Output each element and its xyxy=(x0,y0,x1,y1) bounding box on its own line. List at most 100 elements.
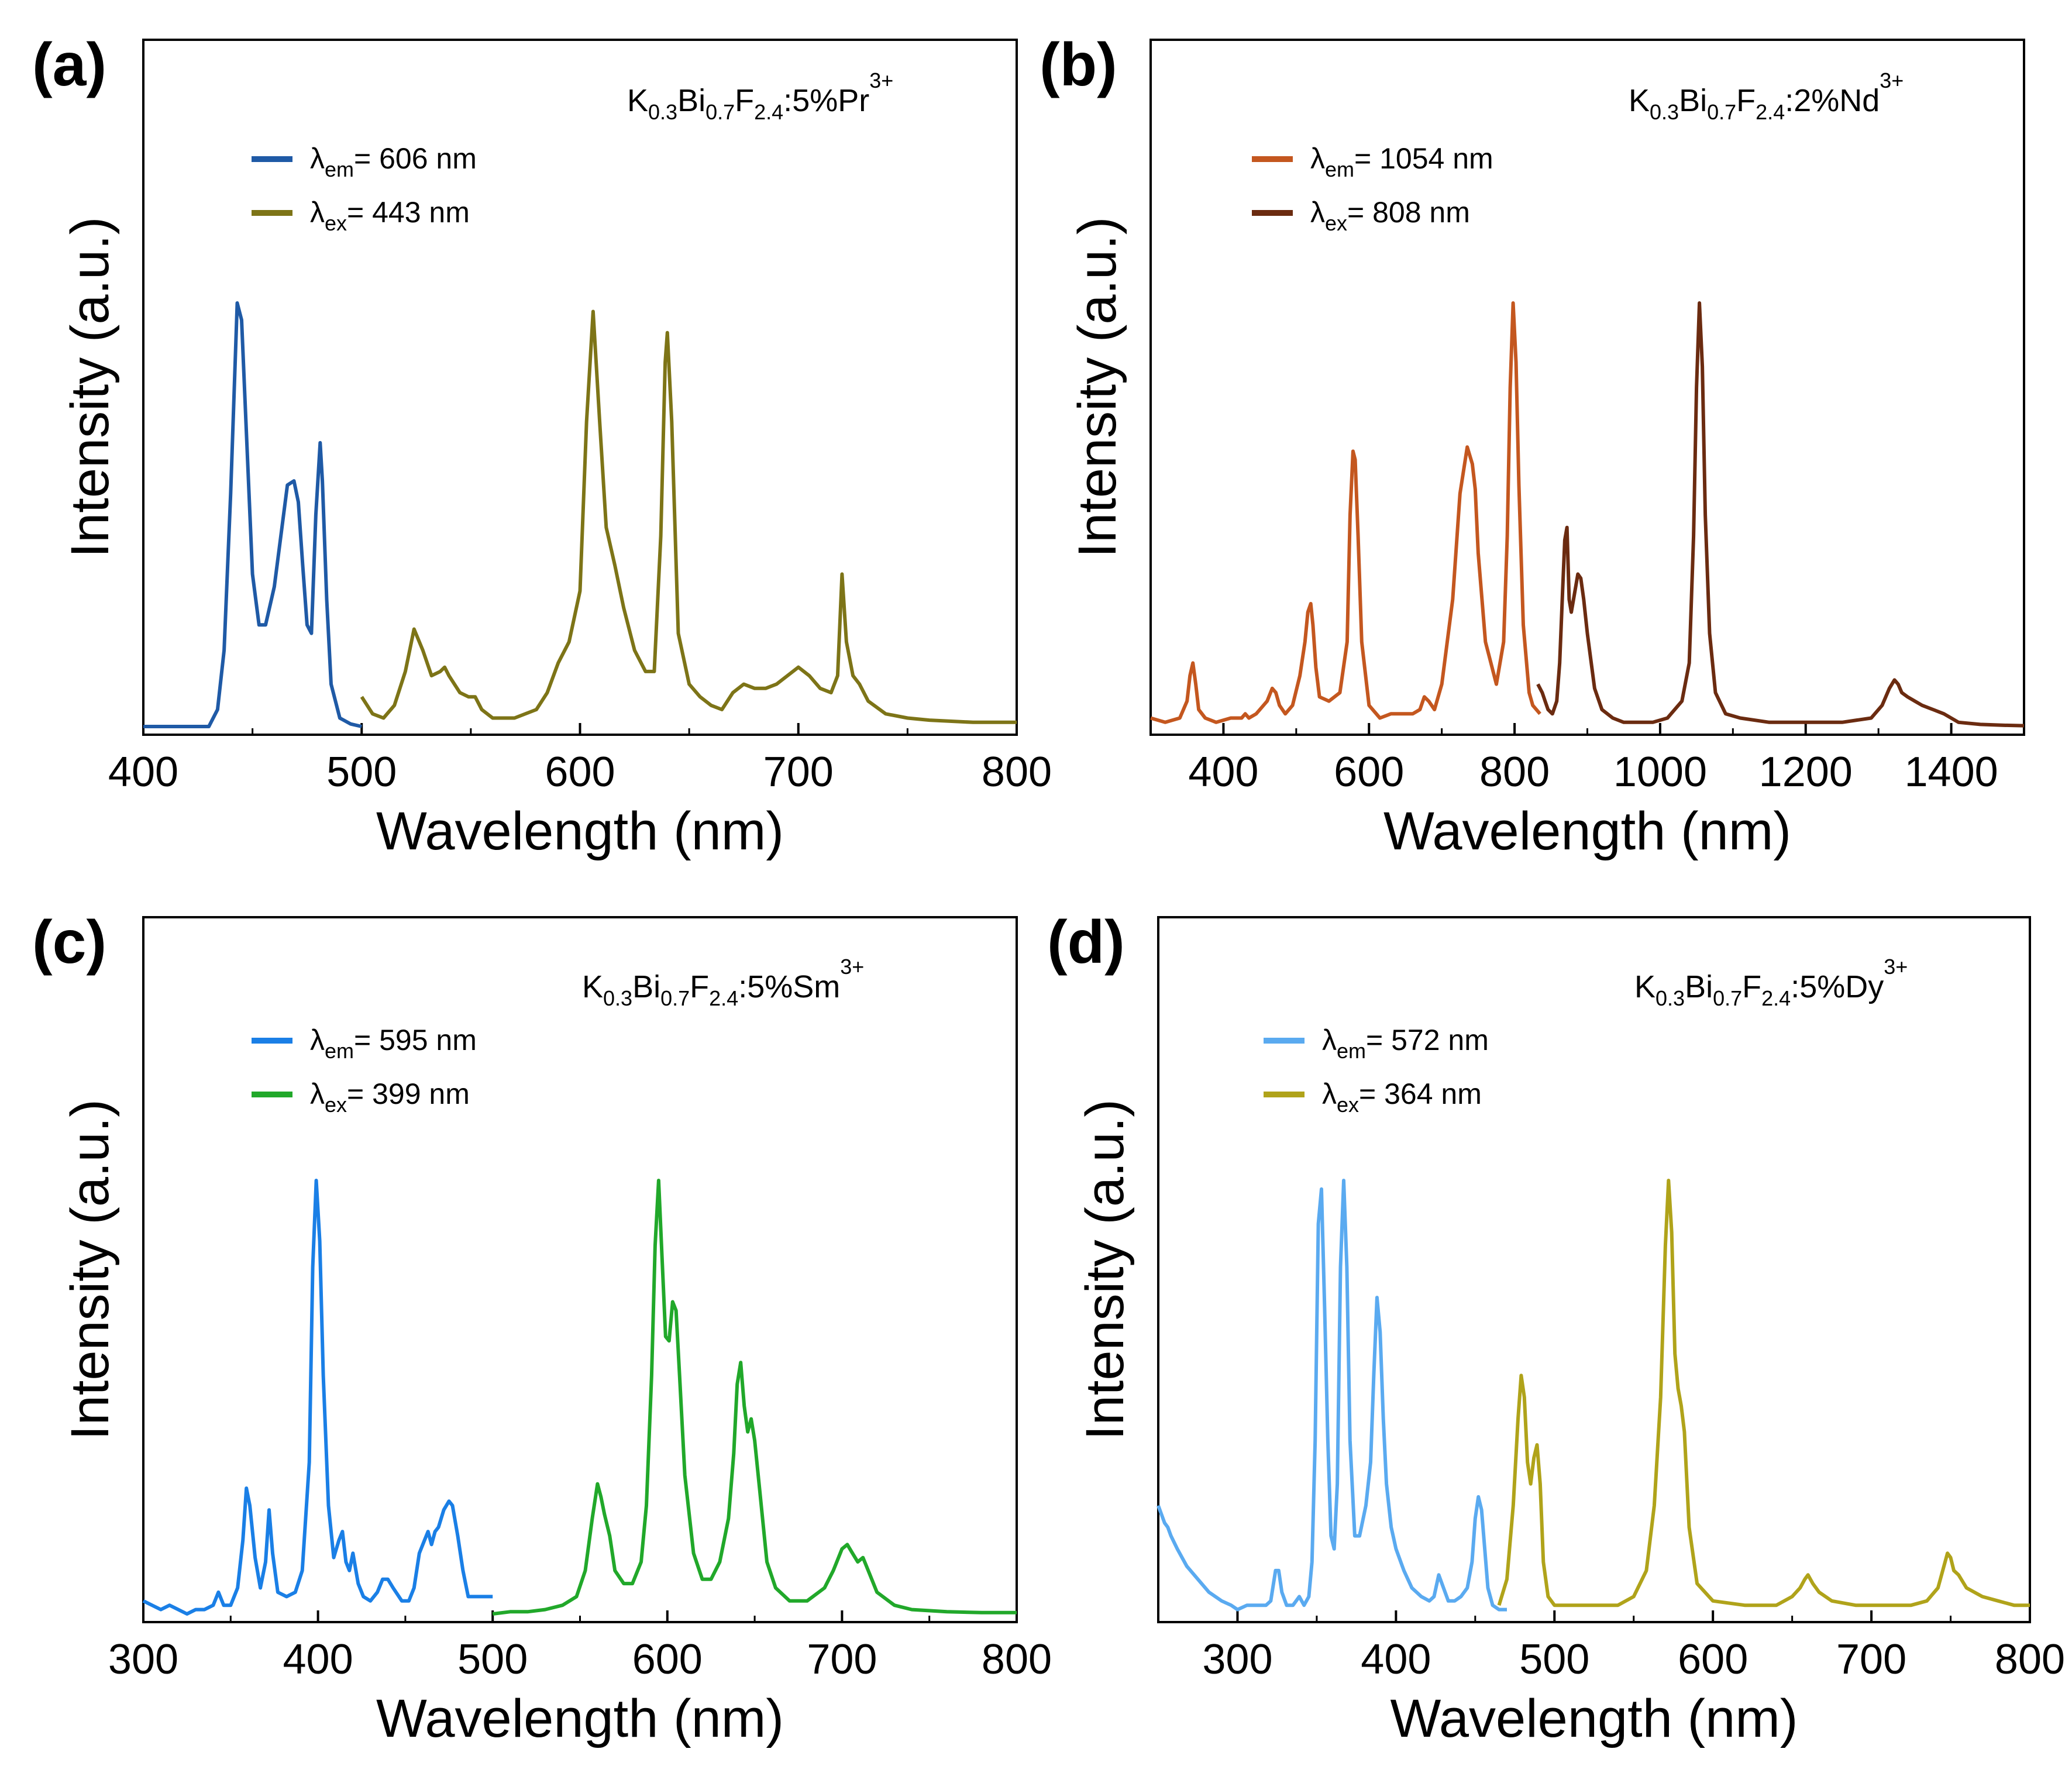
chart-title: K0.3Bi0.7F2.4:5%Pr3+ xyxy=(627,68,893,124)
title-part: 0.3 xyxy=(648,100,677,124)
legend-symbol: λ xyxy=(1322,1077,1337,1110)
series-line-excitation xyxy=(1157,1179,1507,1612)
legend-symbol: λ xyxy=(1322,1024,1337,1056)
y-axis-label: Intensity (a.u.) xyxy=(60,217,120,558)
y-axis-label: Intensity (a.u.) xyxy=(1068,217,1127,558)
x-tick-label: 1000 xyxy=(1613,749,1707,796)
title-part: Bi xyxy=(677,83,705,118)
title-part: Bi xyxy=(632,969,660,1004)
x-axis-label: Wavelength (nm) xyxy=(376,801,784,861)
x-tick-label: 1200 xyxy=(1759,749,1853,796)
legend-symbol: λ xyxy=(1310,142,1325,175)
chart-title: K0.3Bi0.7F2.4:2%Nd3+ xyxy=(1629,68,1904,124)
legend-entry: λex= 364 nm xyxy=(1322,1077,1482,1117)
x-tick-label: 1400 xyxy=(1904,749,1998,796)
x-tick-label: 300 xyxy=(108,1636,178,1683)
x-tick-label: 800 xyxy=(1479,749,1550,796)
x-tick-label: 800 xyxy=(1995,1636,2065,1683)
series-line-excitation xyxy=(143,301,362,728)
x-axis-label: Wavelength (nm) xyxy=(376,1689,784,1748)
legend-symbol: λ xyxy=(310,196,325,229)
chart-title: K0.3Bi0.7F2.4:5%Dy3+ xyxy=(1634,955,1908,1010)
x-tick-label: 400 xyxy=(283,1636,353,1683)
legend-symbol: λ xyxy=(1310,196,1325,229)
legend-suffix: = 808 nm xyxy=(1347,196,1470,229)
title-part: K xyxy=(1629,83,1650,118)
legend-entry: λem= 595 nm xyxy=(310,1024,477,1063)
series-line-excitation xyxy=(1150,301,1541,724)
legend-suffix: = 1054 nm xyxy=(1354,142,1493,175)
legend-subscript: em xyxy=(325,157,354,181)
title-part: 0.7 xyxy=(660,986,690,1010)
title-part: :2%Nd xyxy=(1785,83,1880,118)
plot-frame xyxy=(1157,916,2031,1623)
legend-subscript: ex xyxy=(325,1093,347,1117)
chart-panel-a: (a) 400 500 600 700 800 Wavelength (nm) Intensi… xyxy=(32,31,1052,861)
legend-entry: λem= 572 nm xyxy=(1322,1024,1489,1063)
panel-label: (a) xyxy=(32,31,106,99)
chart-title: K0.3Bi0.7F2.4:5%Sm3+ xyxy=(582,955,864,1010)
plot-frame xyxy=(142,39,1018,736)
legend-subscript: em xyxy=(1337,1039,1366,1063)
x-tick-label: 600 xyxy=(1678,1636,1748,1683)
title-part: K xyxy=(627,83,648,118)
x-axis-label: Wavelength (nm) xyxy=(1390,1689,1798,1748)
x-tick-label: 300 xyxy=(1202,1636,1272,1683)
title-part: 0.3 xyxy=(603,986,632,1010)
title-part: F xyxy=(1742,969,1761,1004)
x-tick-label: 700 xyxy=(807,1636,877,1683)
title-part: 2.4 xyxy=(754,100,783,124)
title-part: :5%Dy xyxy=(1791,969,1884,1004)
title-part: F xyxy=(690,969,709,1004)
x-tick-label: 500 xyxy=(1519,1636,1589,1683)
legend-entry: λex= 443 nm xyxy=(310,196,470,235)
legend-entry: λem= 606 nm xyxy=(310,142,477,181)
y-axis-label: Intensity (a.u.) xyxy=(60,1099,120,1440)
title-part: Bi xyxy=(1679,83,1707,118)
x-tick-label: 700 xyxy=(1836,1636,1906,1683)
chart-panel-b: (b) 400 600 800 1000 1200 1400 Wavelength (nm) I… xyxy=(1040,31,2025,861)
title-part: :5%Sm xyxy=(738,969,840,1004)
title-part: F xyxy=(1736,83,1756,118)
x-axis-label: Wavelength (nm) xyxy=(1383,801,1791,861)
x-tick-label: 400 xyxy=(1361,1636,1431,1683)
x-tick-label: 800 xyxy=(982,1636,1052,1683)
legend-symbol: λ xyxy=(310,1077,325,1110)
x-tick-label: 500 xyxy=(326,749,397,796)
legend-entry: λex= 808 nm xyxy=(1310,196,1470,235)
title-part: 2.4 xyxy=(1756,100,1785,124)
title-part: 3+ xyxy=(840,955,864,979)
title-part: 0.7 xyxy=(1707,100,1736,124)
title-part: 0.3 xyxy=(1655,986,1685,1010)
title-part: K xyxy=(582,969,603,1004)
legend-suffix: = 443 nm xyxy=(347,196,470,229)
plot-frame xyxy=(142,916,1018,1623)
title-part: K xyxy=(1634,969,1655,1004)
title-part: 3+ xyxy=(1884,955,1908,979)
legend-entry: λem= 1054 nm xyxy=(1310,142,1493,181)
legend-entry: λex= 399 nm xyxy=(310,1077,470,1117)
legend-subscript: em xyxy=(325,1039,354,1063)
title-part: F xyxy=(735,83,754,118)
legend-suffix: = 399 nm xyxy=(347,1077,470,1110)
series-line-emission xyxy=(1536,301,2025,728)
x-tick-label: 600 xyxy=(632,1636,703,1683)
series-line-emission xyxy=(1497,1179,2030,1607)
series-line-excitation xyxy=(142,1179,493,1616)
title-part: 2.4 xyxy=(1761,986,1791,1010)
chart-panel-c: (c) 300 400 500 600 700 800 Wavelength (nm) Inte… xyxy=(32,908,1052,1748)
title-part: 3+ xyxy=(869,68,893,92)
x-tick-label: 800 xyxy=(982,749,1052,796)
x-tick-label: 400 xyxy=(1188,749,1258,796)
series-line-emission xyxy=(492,1179,1017,1616)
series-line-emission xyxy=(360,309,1017,724)
x-tick-label: 600 xyxy=(545,749,615,796)
legend-subscript: em xyxy=(1325,157,1354,181)
panel-label: (c) xyxy=(32,908,106,976)
legend-subscript: ex xyxy=(1325,211,1347,235)
legend-suffix: = 595 nm xyxy=(354,1024,477,1056)
title-part: 0.7 xyxy=(705,100,735,124)
title-part: 0.3 xyxy=(1650,100,1679,124)
x-tick-label: 400 xyxy=(108,749,178,796)
